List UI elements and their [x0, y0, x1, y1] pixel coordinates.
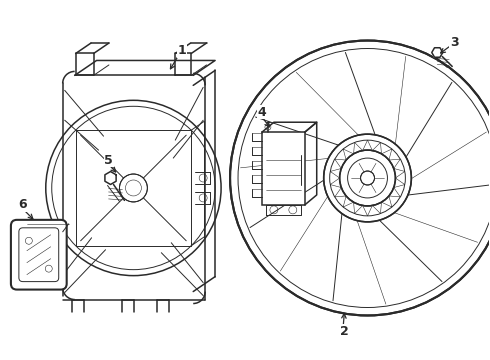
- Text: 4: 4: [258, 106, 266, 119]
- Circle shape: [230, 41, 490, 315]
- Text: 3: 3: [450, 36, 459, 49]
- Circle shape: [120, 174, 147, 202]
- Bar: [262, 132, 305, 205]
- Polygon shape: [105, 171, 116, 184]
- FancyBboxPatch shape: [11, 220, 67, 289]
- Text: 2: 2: [340, 325, 349, 338]
- Text: 5: 5: [104, 154, 113, 167]
- Circle shape: [324, 134, 412, 222]
- Text: 1: 1: [178, 44, 187, 57]
- Text: 6: 6: [19, 198, 27, 211]
- Polygon shape: [432, 48, 443, 57]
- Circle shape: [340, 150, 395, 206]
- Circle shape: [361, 171, 374, 185]
